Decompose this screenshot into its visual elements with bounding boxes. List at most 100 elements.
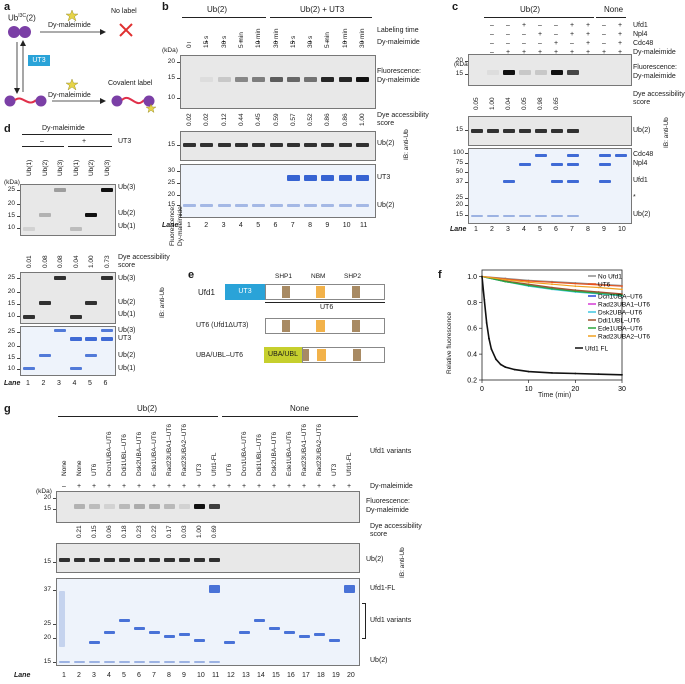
b-fluor-lbl2: Dy-maleimide <box>377 77 420 84</box>
f-point-6-5 <box>597 292 600 295</box>
g-dye-lbl1: Dye accessibility <box>370 523 422 530</box>
c-lane-9: 9 <box>602 226 606 233</box>
c-cb-right-4: Ub(2) <box>633 211 651 218</box>
no-label-text: No label <box>111 8 137 15</box>
c-row-0-4: – <box>554 22 558 29</box>
f-point-1-2 <box>527 280 530 282</box>
f-ytick-label-0: 0.2 <box>467 378 477 385</box>
d-kda: (kDa) <box>4 179 20 186</box>
c-lane-7: 7 <box>570 226 574 233</box>
e-uba-box: UBA/UBL <box>264 347 302 363</box>
g-var-13: Dcn1UBA–UT6 <box>241 431 248 476</box>
d-cb-band-1 <box>23 367 35 370</box>
f-legend-label-6: Ede1UBA–UT6 <box>598 326 643 333</box>
b-mw-cb-tick-20 <box>177 195 180 196</box>
g-dy-5: + <box>122 483 127 490</box>
c-mw-ib-tick-15 <box>465 130 468 131</box>
g-cb-variant-9 <box>179 633 190 636</box>
g-lane-2: 2 <box>77 672 81 679</box>
c-fl-band-3 <box>503 70 515 75</box>
f-point-8-11 <box>574 372 577 375</box>
d-mw-fl-tick-20 <box>17 204 20 205</box>
g-dy-title: Dy-maleimide <box>370 483 413 490</box>
f-point-8-10 <box>551 371 553 374</box>
f-ytick-label-1: 0.4 <box>467 352 477 359</box>
b-ib-band-6 <box>269 143 283 147</box>
b-dy-6: + <box>273 39 278 46</box>
panel-label-c: c <box>452 1 459 13</box>
c-row-3-8: + <box>618 49 623 56</box>
g-score-7: 0.17 <box>166 525 173 538</box>
b-ib-band-2 <box>200 143 214 147</box>
b-lane-6: 6 <box>273 222 278 229</box>
b-cb-ub2-11 <box>356 204 369 207</box>
b-mw-fl-tick-20 <box>177 62 180 63</box>
dy-maleimide-top: Dy-maleimide <box>48 22 91 29</box>
g-mw-cb-tick-25 <box>53 624 56 625</box>
g-lane-12: 12 <box>227 672 235 679</box>
g-ib-band-8 <box>164 558 175 562</box>
g-cb-ub2-5 <box>119 661 130 663</box>
b-dy-4: + <box>238 39 243 46</box>
c-fl-band-6 <box>551 70 563 75</box>
g-lane-10: 10 <box>197 672 205 679</box>
g-mw-fl-tick-15 <box>53 509 56 510</box>
e-ufd1: Ufd1 <box>198 288 215 297</box>
c-mw-fl-15: 15 <box>455 70 463 77</box>
c-mw-cb-100: 100 <box>453 149 464 156</box>
d-title: Dy-maleimide <box>42 125 85 132</box>
d-mw-cb-15: 15 <box>7 354 15 361</box>
g-lane-9: 9 <box>182 672 186 679</box>
ut3-ribbon <box>14 97 37 104</box>
c-mw-cb-tick-37 <box>465 182 468 183</box>
b-fl-band-2 <box>200 77 214 82</box>
c-fluor-lbl: Fluorescence: <box>633 64 677 71</box>
c-lane-10: 10 <box>618 226 626 233</box>
d-cb-band-5 <box>85 354 97 357</box>
e-uba-row: UBA/UBL–UT6 <box>196 352 244 359</box>
f-point-1-5 <box>597 283 600 286</box>
g-var-19: UT3 <box>331 463 338 476</box>
g-ib-band-10 <box>194 558 205 562</box>
f-legend-label-3: Rad23UBA1–UT6 <box>598 302 650 309</box>
c-cb-ufd1-5 <box>551 180 563 183</box>
c-row-1-7: – <box>602 31 606 38</box>
d-lane-3: 3 <box>57 380 61 387</box>
b-mw-cb-tick-25 <box>177 183 180 184</box>
panel-label-a: a <box>4 1 11 13</box>
c-cb-gel <box>468 148 632 224</box>
c-row-1-6: + <box>586 31 591 38</box>
g-dy-19: + <box>332 483 337 490</box>
g-cb-ub2-4 <box>104 661 115 663</box>
b-fluor-gel <box>180 55 376 109</box>
b-mw-fl-15: 15 <box>167 74 175 81</box>
f-point-8-3 <box>488 337 490 340</box>
b-mw-cb-20: 20 <box>167 191 175 198</box>
g-lane-6: 6 <box>137 672 141 679</box>
g-cb-variant-16 <box>284 631 295 634</box>
c-fl-band-5 <box>535 70 547 75</box>
g-hdr-right: None <box>290 404 310 413</box>
g-score-1: 0.21 <box>76 525 83 538</box>
d-cb-right-2: Ub(2) <box>118 352 136 359</box>
e-ut3-domain: UT3 <box>225 284 265 300</box>
g-mw-cb-tick-15 <box>53 662 56 663</box>
g-cb-variant-19 <box>329 639 340 642</box>
c-cb-npl4-8 <box>599 163 611 166</box>
g-dy-13: + <box>242 483 247 490</box>
d-cb-right-0: Ub(3) <box>118 327 136 334</box>
g-dy-10: + <box>197 483 202 490</box>
c-mw-cb-75: 75 <box>455 159 463 166</box>
d-ib-right-0: Ub(3) <box>118 275 136 282</box>
f-legend-label-5: Ddi1UBL–UT6 <box>598 318 640 325</box>
g-dy-1: – <box>62 483 66 490</box>
b-fl-band-5 <box>252 77 266 82</box>
c-dye-lbl1: Dye accessibility <box>633 91 685 98</box>
c-row-3-3: + <box>538 49 543 56</box>
f-point-8-7 <box>504 366 507 368</box>
b-time-title: Labeling time <box>377 27 419 34</box>
e-ufd1-tail <box>265 284 385 300</box>
g-mw-cb-37: 37 <box>43 586 51 593</box>
f-point-8-5 <box>495 358 497 361</box>
g-mw-cb-tick-20 <box>53 638 56 639</box>
